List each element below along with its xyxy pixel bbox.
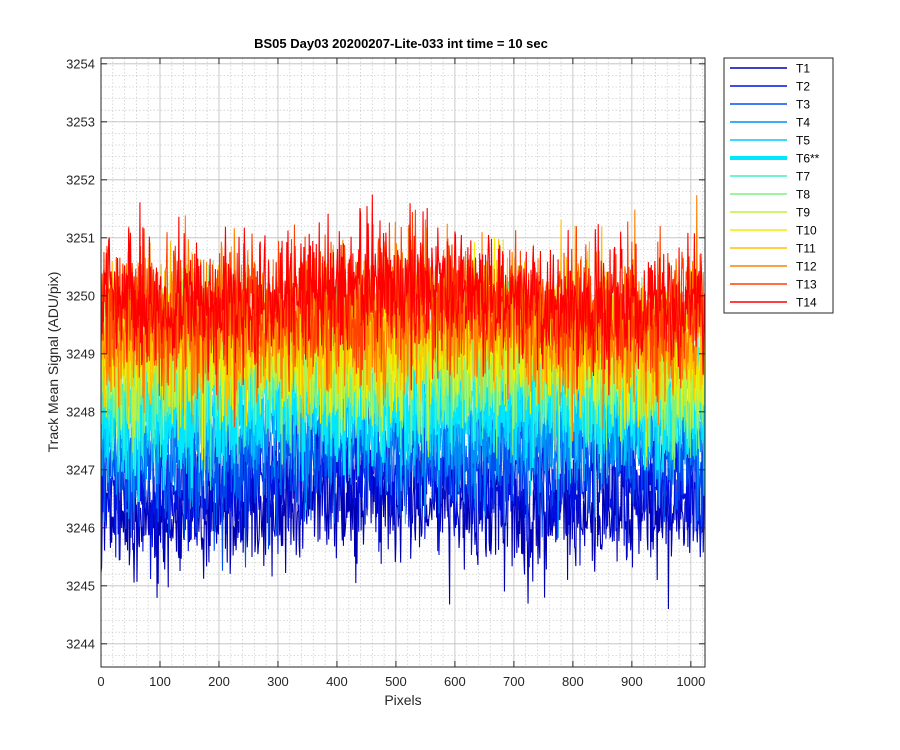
x-tick-label: 500 — [385, 674, 407, 689]
x-tick-label: 400 — [326, 674, 348, 689]
legend-label: T11 — [796, 242, 816, 256]
legend-label: T9 — [796, 206, 810, 220]
x-tick-label: 100 — [149, 674, 171, 689]
y-tick-label: 3253 — [66, 114, 95, 129]
legend-label: T7 — [796, 170, 810, 184]
y-tick-label: 3247 — [66, 462, 95, 477]
axes-box — [100, 57, 706, 668]
series-line-t13 — [101, 209, 705, 427]
legend: T1 T2 T3 T4 T5 T6** T7 T8 T9 T10 T11 T12 T13 T14 — [723, 57, 834, 314]
legend-label: T12 — [796, 260, 817, 274]
x-axis-label: Pixels — [384, 692, 421, 708]
legend-label: T6** — [796, 152, 820, 166]
y-tick-label: 3254 — [66, 56, 95, 71]
x-tick-label: 800 — [562, 674, 584, 689]
y-tick-label: 3245 — [66, 578, 95, 593]
x-tick-label: 200 — [208, 674, 230, 689]
series-line-t14 — [101, 194, 705, 396]
y-tick-label: 3252 — [66, 172, 95, 187]
series-line-t1 — [101, 382, 705, 609]
legend-label: T14 — [796, 296, 817, 310]
legend-label: T4 — [796, 116, 810, 130]
legend-label: T13 — [796, 278, 817, 292]
x-tick-label: 0 — [97, 674, 104, 689]
y-tick-label: 3248 — [66, 404, 95, 419]
legend-label: T1 — [796, 62, 810, 76]
x-axis: 0 100 200 300 400 500 600 700 800 900 1000 — [97, 58, 705, 689]
y-tick-label: 3244 — [66, 636, 95, 651]
y-tick-label: 3251 — [66, 230, 95, 245]
x-tick-label: 1000 — [676, 674, 705, 689]
y-axis: 3244 3245 3246 3247 3248 3249 3250 3251 3252 3253… — [66, 56, 705, 651]
x-tick-label: 700 — [503, 674, 525, 689]
x-tick-label: 300 — [267, 674, 289, 689]
x-tick-label: 900 — [621, 674, 643, 689]
y-axis-label: Track Mean Signal (ADU/pix) — [45, 272, 61, 453]
y-tick-label: 3246 — [66, 520, 95, 535]
legend-label: T5 — [796, 134, 810, 148]
series-line-t3 — [101, 368, 705, 571]
legend-label: T8 — [796, 188, 810, 202]
legend-label: T3 — [796, 98, 810, 112]
chart-title: BS05 Day03 20200207-Lite-033 int time = … — [254, 36, 548, 51]
legend-box — [723, 57, 834, 314]
legend-label: T10 — [796, 224, 817, 238]
series-group — [101, 194, 705, 609]
y-tick-label: 3250 — [66, 288, 95, 303]
legend-label: T2 — [796, 80, 810, 94]
x-tick-label: 600 — [444, 674, 466, 689]
y-tick-label: 3249 — [66, 346, 95, 361]
